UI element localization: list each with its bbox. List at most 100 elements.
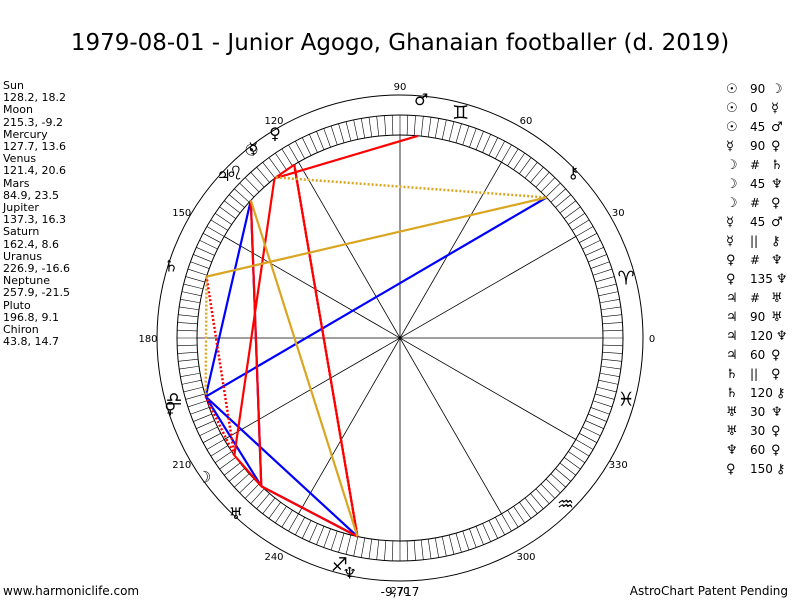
aspect-line [204, 396, 236, 456]
degree-tick [193, 413, 212, 422]
degree-tick [353, 119, 359, 140]
aspect-glyph: ☽ [771, 82, 783, 97]
aspect-glyph: ♃ [726, 329, 738, 344]
degree-label: 240 [264, 552, 283, 563]
degree-tick [602, 322, 623, 325]
degree-tick [530, 166, 544, 183]
degree-tick [234, 188, 250, 203]
degree-tick [420, 539, 424, 560]
aspect-glyph: ☿ [771, 101, 779, 116]
degree-tick [455, 533, 462, 553]
degree-tick [507, 509, 519, 528]
degree-tick [345, 534, 352, 555]
aspect-row: ☉ 45 ♂ [726, 118, 800, 137]
position-value: 43.8, 14.7 [3, 335, 59, 349]
degree-tick [475, 526, 484, 545]
degree-tick [183, 386, 204, 393]
degree-ticks [177, 115, 623, 561]
aspect-value: 45 [750, 120, 766, 134]
position-name: Jupiter [3, 201, 39, 215]
position-value: 226.9, -16.6 [3, 262, 70, 276]
aspect-glyph: ♆ [771, 405, 783, 420]
degree-tick [568, 451, 586, 463]
degree-tick [180, 298, 201, 304]
degree-tick [338, 533, 345, 553]
degree-tick [281, 509, 293, 528]
planet-sun-icon: ☉ [244, 140, 258, 159]
degree-tick [244, 483, 260, 499]
degree-tick [330, 530, 338, 551]
degree-tick [564, 457, 581, 470]
degree-tick [199, 239, 218, 250]
aspect-glyph: ♆ [775, 329, 788, 344]
aspect-glyph: ♂ [771, 215, 783, 230]
degree-label: 30 [612, 208, 625, 219]
degree-tick [234, 473, 250, 488]
degree-tick [596, 283, 617, 290]
aspect-row: ♄ || ♀ [726, 365, 800, 384]
degree-tick [268, 157, 281, 174]
degree-tick [559, 200, 576, 214]
aspect-value: || [750, 234, 759, 248]
degree-tick [323, 528, 331, 548]
position-name: Venus [3, 152, 37, 166]
degree-tick [210, 445, 229, 457]
aspect-row: ♃ 90 ♅ [726, 308, 800, 327]
aspect-line [204, 200, 252, 397]
aspect-row: ☽ 45 ♆ [726, 175, 800, 194]
website-link[interactable]: www.harmoniclife.com [3, 584, 140, 598]
aspect-glyph: ♀ [771, 139, 781, 154]
wheel-labels: 0 30 60 90 120 150 180 210 240 270 300 330 ♈ ♊ ♌ ♎ ♐ ♒ ♓ ☉ ☽… [138, 82, 655, 597]
degree-tick [595, 393, 615, 400]
degree-tick [602, 329, 623, 332]
degree-tick [210, 219, 229, 231]
planet-neptune-icon: ♆ [343, 564, 357, 583]
degree-tick [441, 536, 447, 557]
degree-tick [579, 433, 598, 443]
aspect-lines [204, 134, 548, 538]
degree-label: 90 [394, 82, 407, 93]
aspect-glyph: ♃ [726, 291, 738, 306]
aspect-line [249, 200, 359, 537]
degree-tick [295, 140, 305, 159]
degree-tick [571, 445, 590, 457]
aspect-glyph: ⚷ [775, 462, 786, 477]
degree-tick [475, 131, 484, 150]
aspect-value: 90 [750, 82, 766, 96]
degree-tick [596, 386, 617, 393]
position-value: 127.7, 13.6 [3, 140, 66, 154]
aspect-line [233, 454, 263, 487]
degree-label: 150 [172, 208, 191, 219]
aspect-row: ♀ 150 ⚷ [726, 460, 800, 479]
degree-tick [181, 291, 202, 297]
degree-tick [579, 233, 598, 243]
aspect-line [293, 164, 359, 537]
position-name: Sun [3, 79, 24, 92]
aspect-glyph: ⚷ [775, 386, 786, 401]
degree-tick [598, 379, 619, 385]
aspect-row: ☉ 0 ☿ [726, 99, 800, 118]
degree-tick [535, 172, 550, 188]
degree-tick [193, 254, 212, 263]
aspect-glyph: ♀ [771, 443, 781, 458]
aspect-glyph: ⚷ [771, 234, 781, 249]
aspect-glyph: ☉ [726, 82, 738, 97]
degree-tick [187, 400, 208, 408]
degree-tick [540, 177, 556, 193]
aspect-value: # [750, 196, 761, 210]
outer-circle [156, 94, 644, 582]
degree-tick [434, 118, 440, 139]
degree-tick [206, 439, 225, 450]
aspect-value: # [750, 158, 761, 172]
position-value: 84.9, 23.5 [3, 188, 59, 202]
degree-tick [462, 530, 470, 551]
degree-tick [600, 365, 621, 370]
aspect-value: 30 [750, 405, 766, 419]
degree-tick [530, 493, 544, 510]
degree-tick [575, 439, 594, 450]
degree-tick [177, 344, 198, 347]
aspect-value: # [750, 253, 761, 267]
degree-tick [434, 537, 440, 558]
degree-tick [384, 115, 387, 136]
